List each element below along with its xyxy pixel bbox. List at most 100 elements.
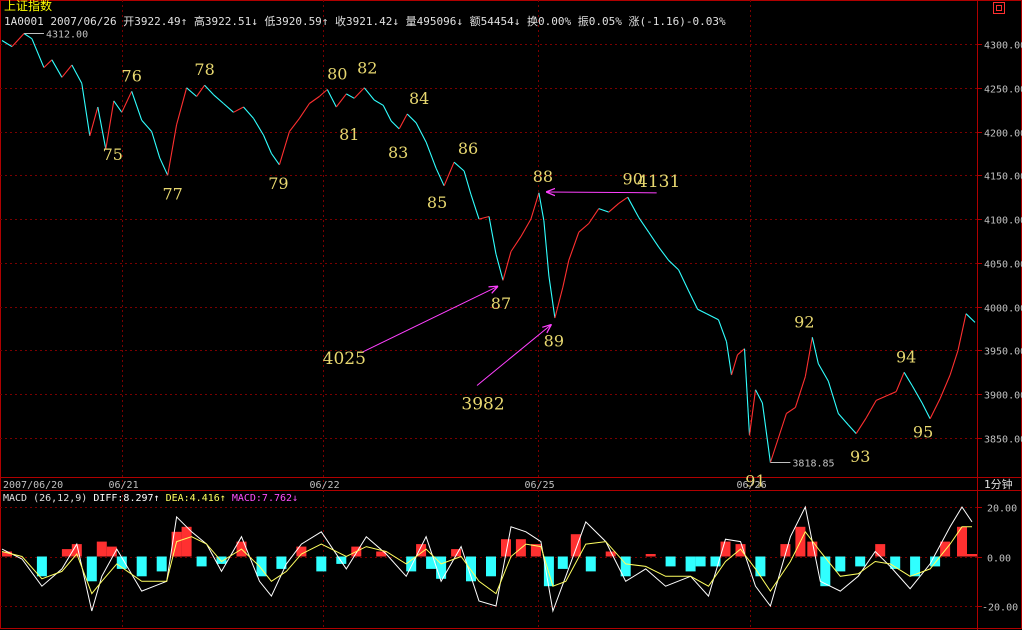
price-segment <box>71 64 83 84</box>
price-segment <box>233 106 244 113</box>
macd-bar <box>71 544 82 557</box>
y-tick-label: 4100.00 <box>984 216 1022 227</box>
wave-label: 89 <box>544 331 564 350</box>
price-segment <box>706 313 719 321</box>
price-segment <box>538 192 545 221</box>
macd-bar <box>930 556 941 567</box>
restore-window-icon[interactable] <box>993 2 1005 14</box>
price-segment <box>743 348 751 436</box>
grid-layer <box>0 0 977 630</box>
price-segment <box>363 87 375 101</box>
price-segment <box>903 372 913 386</box>
macd-header: MACD (26,12,9) DIFF:8.297↑ DEA:4.416↑ MA… <box>3 492 298 505</box>
price-segment <box>278 131 290 165</box>
price-segment <box>658 246 670 261</box>
price-segment <box>911 385 923 404</box>
wave-label: 80 <box>327 65 347 84</box>
price-segment <box>23 33 33 40</box>
price-segment <box>463 170 472 195</box>
macd-bar <box>36 556 47 577</box>
price-segment <box>298 103 310 119</box>
wave-label: 79 <box>268 174 288 193</box>
wave-label: 76 <box>122 66 142 85</box>
quote-item: 量495096↓ <box>399 15 464 28</box>
macd-bar <box>296 546 307 557</box>
price-segment <box>548 275 556 319</box>
price-segment <box>196 84 206 97</box>
price-segment <box>578 223 590 233</box>
wave-label: 91 <box>745 472 765 491</box>
price-segment <box>488 216 497 255</box>
macd-bar <box>530 544 541 557</box>
macd-bar <box>501 539 511 557</box>
y-tick-label: 4050.00 <box>984 260 1022 271</box>
macd-bar <box>720 541 731 557</box>
macd-bar <box>116 556 127 569</box>
macd-bar <box>585 556 596 572</box>
price-segment <box>949 350 959 376</box>
macd-bar <box>605 551 616 557</box>
macd-bar <box>820 556 831 587</box>
price-segment <box>353 87 365 99</box>
annotation-arrow <box>476 325 551 386</box>
macd-title: MACD (26,12,9) <box>3 493 88 504</box>
x-tick-label: 2007/06/20 <box>3 480 63 491</box>
wave-label: 84 <box>409 89 429 108</box>
wave-label: 94 <box>896 347 916 366</box>
title-text: 上证指数 <box>4 0 53 13</box>
price-segment <box>478 215 490 220</box>
interval-label[interactable]: 1分钟 <box>984 478 1013 491</box>
price-segment <box>159 157 169 176</box>
wave-label: 83 <box>388 143 408 162</box>
macd-bar <box>620 556 631 577</box>
quote-item: 低3920.59↑ <box>257 15 329 28</box>
min-label: 3818.85 <box>792 459 834 470</box>
wave-label: 75 <box>103 145 123 164</box>
price-segment <box>131 91 143 121</box>
price-segment <box>786 406 796 414</box>
price-segment <box>688 290 699 310</box>
macd-bar <box>855 556 866 567</box>
macd-indicator: DEA:4.416↑ <box>159 493 226 504</box>
wave-label: 88 <box>533 167 553 186</box>
price-segment <box>415 122 427 143</box>
macd-bar <box>436 556 447 579</box>
price-segment <box>176 87 188 125</box>
wave-label: 81 <box>339 125 359 144</box>
macd-bar <box>685 556 696 572</box>
macd-bar <box>890 556 901 569</box>
price-segment <box>270 153 280 166</box>
price-segment <box>1 40 13 48</box>
price-segment <box>725 341 733 376</box>
y-tick-label: 4300.00 <box>984 41 1022 52</box>
price-segment <box>921 402 931 419</box>
price-segment <box>43 59 53 68</box>
price-segment <box>398 113 408 130</box>
price-segment <box>598 208 609 213</box>
price-segment <box>105 100 115 150</box>
macd-bar <box>216 556 227 564</box>
macd-bar <box>416 544 427 557</box>
macd-bar <box>86 556 97 582</box>
quote-item: 收3921.42↓ <box>328 15 400 28</box>
price-segment <box>804 337 813 377</box>
wave-label: 82 <box>357 58 377 77</box>
macd-bar <box>336 556 347 564</box>
macd-bar <box>665 556 676 567</box>
macd-bar <box>106 546 117 557</box>
arrow-label: 4131 <box>637 172 680 192</box>
price-segment <box>121 91 133 113</box>
y-tick-label: 4000.00 <box>984 304 1022 315</box>
price-segment <box>510 236 522 252</box>
price-segment <box>543 220 550 277</box>
stock-code: 1A0001 <box>4 15 44 28</box>
macd-bar <box>156 556 167 572</box>
price-segment <box>495 253 504 281</box>
price-segment <box>697 308 707 315</box>
price-segment <box>737 348 745 356</box>
price-segment <box>568 232 580 261</box>
wave-label: 95 <box>913 422 933 441</box>
quote-item: 高3922.51↓ <box>187 15 258 28</box>
price-segment <box>618 196 629 204</box>
